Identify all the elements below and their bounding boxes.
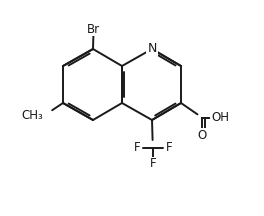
Text: F: F xyxy=(166,141,172,154)
Text: OH: OH xyxy=(211,111,229,124)
Text: F: F xyxy=(134,141,140,154)
Text: CH₃: CH₃ xyxy=(21,109,43,122)
Text: N: N xyxy=(147,43,157,56)
Text: F: F xyxy=(149,157,156,170)
Text: O: O xyxy=(198,129,207,142)
Text: Br: Br xyxy=(87,22,100,35)
